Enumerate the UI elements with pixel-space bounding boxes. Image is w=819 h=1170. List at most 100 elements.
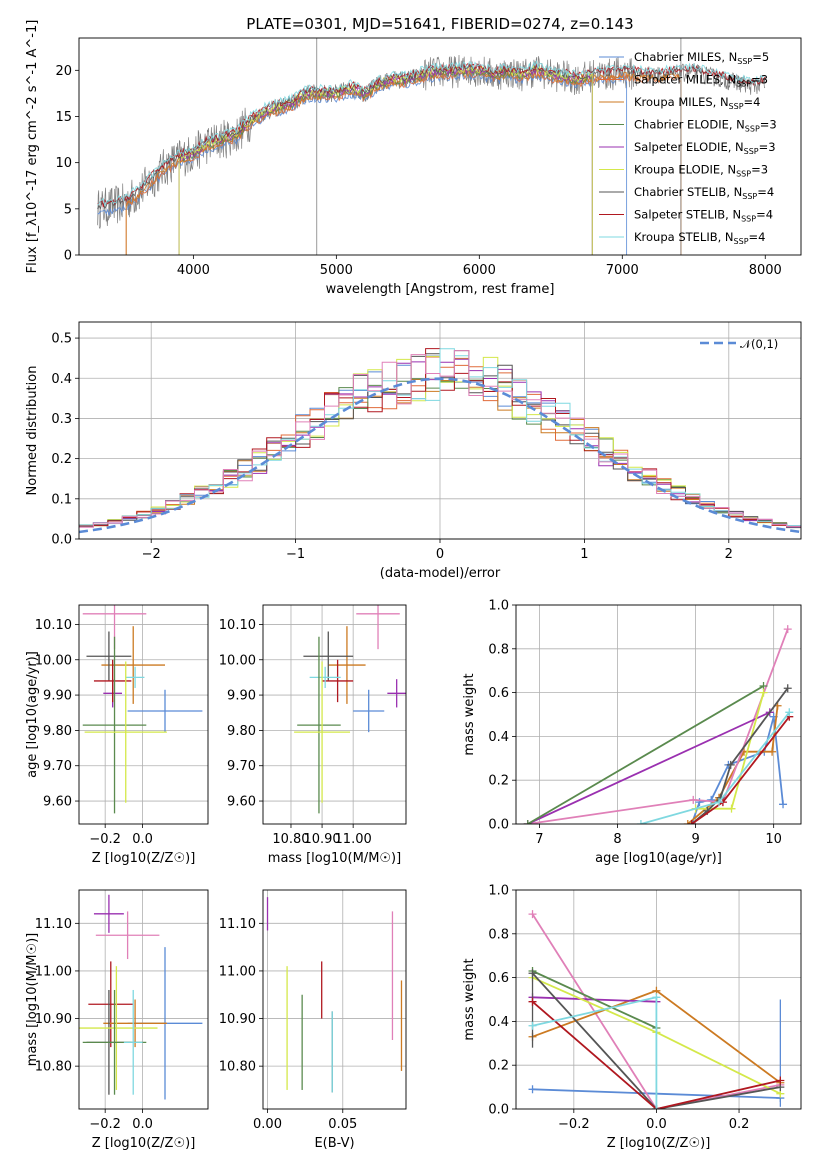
x-tick-label: 10 xyxy=(765,832,782,847)
errorbar-point xyxy=(86,631,132,681)
y-tick-label: 9.70 xyxy=(43,759,72,774)
grid-lines xyxy=(263,890,406,1109)
series-marker xyxy=(528,910,537,919)
legend-label: Kroupa STELIB, NSSP=4 xyxy=(634,230,765,246)
panel-mass_vs_Z: −0.2 0.0 10.80 10.90 11.00 11.10 Z [log10(Z/Z☉… xyxy=(25,889,209,1151)
y-axis-label: age [log10(age/yr)] xyxy=(25,651,40,778)
plot-area xyxy=(528,910,785,1109)
y-tick-label: 0 xyxy=(64,249,72,264)
x-axis-label: Z [log10(Z/Z☉)] xyxy=(92,851,196,866)
y-tick-label: 0.0 xyxy=(51,533,72,548)
series-marker xyxy=(636,820,645,824)
panel-spectrum: 4000 5000 6000 7000 8000 0 5 10 15 20 wavelength [… xyxy=(25,20,802,297)
errorbar-point xyxy=(127,689,203,733)
x-tick-label: 9 xyxy=(691,832,699,847)
errorbar-point xyxy=(84,661,167,803)
series-marker xyxy=(779,800,788,809)
series-line xyxy=(527,685,764,824)
legend-label: Kroupa MILES, NSSP=4 xyxy=(634,95,760,111)
y-tick-label: 10.90 xyxy=(219,1012,256,1027)
series-marker xyxy=(528,1085,537,1094)
y-tick-label: 11.00 xyxy=(35,964,72,979)
y-tick-label: 0.4 xyxy=(488,730,509,745)
y-tick-label: 10.00 xyxy=(35,653,72,668)
x-tick-label: 4000 xyxy=(177,263,210,278)
errorbar-point xyxy=(387,679,406,708)
errorbar-point xyxy=(103,999,167,1048)
x-tick-label: 0.05 xyxy=(328,1117,357,1132)
y-tick-label: 5 xyxy=(64,202,72,217)
x-axis-label: Z [log10(Z/Z☉)] xyxy=(607,1136,711,1151)
grid-lines xyxy=(516,889,801,1110)
y-axis-label: mass weight xyxy=(462,673,477,755)
x-tick-label: 0.00 xyxy=(253,1117,282,1132)
errorbar-point xyxy=(93,894,124,933)
y-axis-label: mass [log10(M/M☉)] xyxy=(25,933,40,1066)
plot-area xyxy=(294,605,406,814)
errorbar-point xyxy=(297,636,341,814)
normal-curve xyxy=(79,377,801,534)
errorbar-point xyxy=(95,911,160,960)
x-axis-label: wavelength [Angstrom, rest frame] xyxy=(326,282,555,297)
y-tick-label: 1.0 xyxy=(488,884,509,899)
errorbar-point xyxy=(123,989,143,1095)
model-spectrum xyxy=(178,64,593,255)
series-marker xyxy=(707,795,716,804)
model-spectrum xyxy=(125,68,682,255)
axes-frame xyxy=(78,889,209,1110)
series-marker xyxy=(695,798,704,807)
model-spectrum xyxy=(178,65,593,255)
errorbar-point xyxy=(356,605,400,650)
y-tick-label: 0.2 xyxy=(51,452,72,467)
x-tick-label: −0.2 xyxy=(89,832,121,847)
x-tick-label: 0.0 xyxy=(132,832,153,847)
legend-label: Chabrier MILES, NSSP=5 xyxy=(634,50,769,66)
series-marker xyxy=(652,1105,661,1109)
legend-label: Chabrier ELODIE, NSSP=3 xyxy=(634,118,777,134)
errorbar-point xyxy=(79,966,158,1090)
x-tick-label: 0.2 xyxy=(729,1117,750,1132)
legend-label: Salpeter STELIB, NSSP=4 xyxy=(634,208,773,224)
series-line xyxy=(527,628,789,824)
y-tick-label: 9.60 xyxy=(227,795,256,810)
x-tick-label: 7 xyxy=(535,832,543,847)
errorbar-point xyxy=(322,659,354,703)
panel-mass_weight_vs_age: 7 8 9 10 0.0 0.2 0.4 0.6 0.8 1.0 age [log10(age/yr… xyxy=(462,599,802,866)
series-marker xyxy=(689,795,698,804)
y-tick-label: 10.80 xyxy=(219,1060,256,1075)
x-axis-label: mass [log10(M/M☉)] xyxy=(268,851,401,866)
y-tick-label: 10.90 xyxy=(35,1012,72,1027)
series-marker xyxy=(652,993,661,1002)
series-line xyxy=(531,913,781,1109)
series-marker xyxy=(783,684,792,693)
x-tick-label: 11.00 xyxy=(335,832,372,847)
model-spectrum xyxy=(97,59,766,207)
y-tick-label: 0.6 xyxy=(488,971,509,986)
series-marker xyxy=(768,747,777,756)
series-line xyxy=(695,692,765,810)
y-tick-label: 11.10 xyxy=(35,917,72,932)
y-tick-label: 11.00 xyxy=(219,964,256,979)
errorbar-point xyxy=(353,689,385,733)
axes-frame xyxy=(78,604,209,825)
legend-label: 𝒩(0,1) xyxy=(740,337,778,351)
model-spectrum xyxy=(178,67,593,255)
legend-label: Chabrier STELIB, NSSP=4 xyxy=(634,185,774,201)
plot-area xyxy=(82,605,203,814)
panel-mass_vs_EBV: 0.00 0.05 10.80 10.90 11.00 11.10 E(B-V) xyxy=(219,889,407,1151)
errorbar-point xyxy=(303,631,354,681)
y-tick-label: 0.2 xyxy=(488,1059,509,1074)
y-tick-label: 9.80 xyxy=(43,724,72,739)
histogram-step xyxy=(79,350,801,528)
y-tick-label: 11.10 xyxy=(219,917,256,932)
y-tick-label: 0.6 xyxy=(488,686,509,701)
x-axis-label: age [log10(age/yr)] xyxy=(595,851,722,866)
x-tick-label: 7000 xyxy=(606,263,639,278)
x-tick-label: 8000 xyxy=(749,263,782,278)
x-tick-label: 1 xyxy=(580,547,588,562)
y-tick-label: 10 xyxy=(55,156,72,171)
series-marker xyxy=(523,820,532,824)
y-tick-label: 10.80 xyxy=(35,1060,72,1075)
x-axis-label: (data-model)/error xyxy=(380,566,501,581)
series-marker xyxy=(759,688,768,697)
